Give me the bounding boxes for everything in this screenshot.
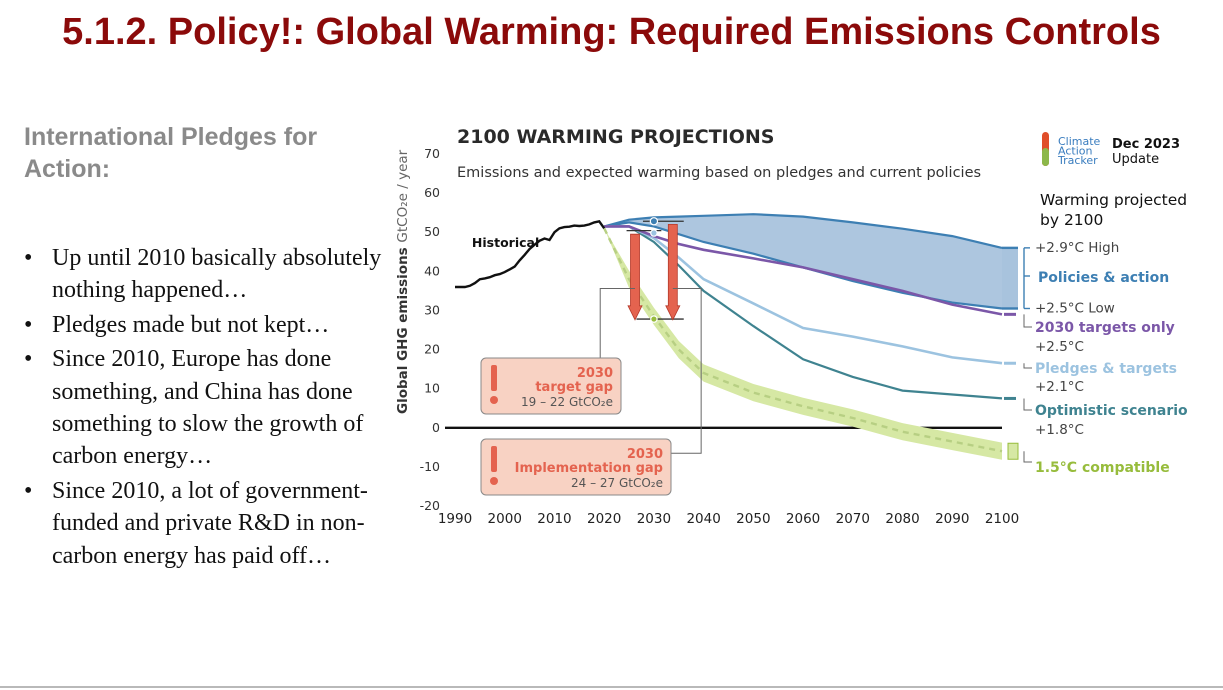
target-gap-range: 19 – 22 GtCO₂e	[521, 395, 613, 409]
y-tick-label: 30	[424, 302, 440, 317]
implementation-gap-year: 2030	[627, 447, 663, 462]
bullet-list: Up until 2010 basically absolutely nothi…	[22, 242, 387, 574]
x-tick-label: 2090	[935, 511, 969, 527]
tracker-logo-text: Action	[1058, 145, 1092, 158]
compatible-leader	[1023, 451, 1032, 463]
target-gap-label: target gap	[535, 380, 613, 395]
chart-canvas: 2100 WARMING PROJECTIONS Emissions and ex…	[395, 126, 1188, 527]
tracker-logo-icon-lower	[1042, 148, 1049, 166]
chart-subtitle: Emissions and expected warming based on …	[457, 165, 981, 181]
implementation-gap-exclaim-dot	[490, 477, 498, 485]
target-gap-connector	[599, 288, 636, 360]
implementation-gap-box	[480, 438, 672, 496]
bullet-item: Up until 2010 basically absolutely nothi…	[22, 242, 387, 307]
optimistic-line	[604, 225, 1003, 400]
implementation-gap-range: 24 – 27 GtCO₂e	[571, 476, 663, 490]
series-3-leader	[1023, 398, 1032, 411]
slide-title: 5.1.2. Policy!: Global Warming: Required…	[62, 11, 1161, 53]
series-1-legend-label: 2030 targets only	[1035, 320, 1175, 336]
y-tick-label: 70	[424, 146, 440, 161]
policies-high-label: +2.9°C High	[1035, 240, 1119, 256]
series-3-legend-label: Optimistic scenario	[1035, 403, 1188, 419]
series-2-leader	[1023, 363, 1032, 369]
historical-label: Historical	[472, 235, 539, 250]
marker-dot	[650, 315, 658, 323]
marker-dot	[649, 217, 659, 226]
x-tick-label: 2010	[537, 511, 571, 527]
x-tick-label: 2020	[587, 511, 621, 527]
update-date: Dec 2023	[1112, 137, 1180, 152]
compatible-line	[603, 227, 1003, 453]
y-tick-label: -10	[420, 459, 440, 474]
x-tick-label: 2000	[488, 511, 522, 527]
y-tick-label: 0	[432, 420, 440, 435]
x-tick-label: 2070	[836, 511, 870, 527]
y-axis-unit: GtCO₂e / year	[395, 149, 411, 242]
target-gap-box	[480, 357, 622, 415]
bullet-item: Since 2010, a lot of government-funded a…	[22, 475, 387, 572]
x-tick-label: 2030	[637, 511, 671, 527]
series-1-leader	[1023, 314, 1032, 328]
compatible-end-marker	[1007, 442, 1019, 460]
update-label: Update	[1112, 152, 1159, 167]
legend-heading: Warming projected	[1040, 191, 1187, 209]
historical-line	[455, 219, 606, 289]
bullet-item: Since 2010, Europe has done something, a…	[22, 343, 387, 473]
x-tick-label: 2100	[985, 511, 1019, 527]
series-1-warming: +2.5°C	[1035, 339, 1084, 355]
y-tick-label: 40	[424, 263, 440, 278]
tracker-logo-text: Tracker	[1057, 154, 1098, 167]
y-tick-label: -20	[420, 498, 440, 513]
y-tick-label: 20	[424, 342, 440, 357]
bottom-divider	[0, 686, 1223, 688]
y-tick-label: 60	[424, 185, 440, 200]
target-gap-year: 2030	[577, 366, 613, 381]
compatible-band	[604, 228, 1002, 460]
target-gap-exclaim-bar	[491, 365, 497, 391]
y-axis-label-text: Global GHG emissions	[395, 243, 411, 414]
series-2-legend-label: Pledges & targets	[1035, 361, 1177, 377]
y-tick-label: 50	[424, 224, 440, 239]
tracker-logo-text: Climate	[1058, 135, 1101, 148]
compatible-legend-label: 1.5°C compatible	[1035, 460, 1170, 476]
target-gap-exclaim-dot	[490, 396, 498, 404]
x-tick-label: 2080	[885, 511, 919, 527]
subheading: International Pledges for Action:	[24, 123, 318, 183]
x-tick-label: 2060	[786, 511, 820, 527]
series-3-warming: +1.8°C	[1035, 422, 1084, 438]
y-axis-label: Global GHG emissions GtCO₂e / year	[395, 149, 411, 414]
implementation-gap-exclaim-bar	[491, 446, 497, 472]
policies-band	[604, 214, 1002, 309]
target-gap-arrow	[627, 233, 643, 321]
implementation-gap-arrow	[665, 224, 681, 321]
series-2-warming: +2.1°C	[1035, 379, 1084, 395]
policies-range-bar	[1002, 247, 1018, 309]
bullet-item: Pledges made but not kept…	[22, 309, 387, 342]
policies-high-line	[603, 213, 1003, 249]
warming-chart: 2100 WARMING PROJECTIONS Emissions and ex…	[390, 118, 1198, 530]
chart-title: 2100 WARMING PROJECTIONS	[457, 126, 775, 148]
y-tick-label: 10	[424, 381, 440, 396]
targets-only-line	[604, 225, 1003, 316]
x-tick-label: 2040	[686, 511, 720, 527]
policies-low-label: +2.5°C Low	[1035, 300, 1115, 316]
x-tick-label: 1990	[438, 511, 472, 527]
implementation-gap-label: Implementation gap	[515, 461, 663, 476]
legend-heading: by 2100	[1040, 211, 1103, 229]
x-tick-label: 2050	[736, 511, 770, 527]
marker-dot	[650, 229, 658, 237]
policies-legend-label: Policies & action	[1038, 270, 1169, 286]
